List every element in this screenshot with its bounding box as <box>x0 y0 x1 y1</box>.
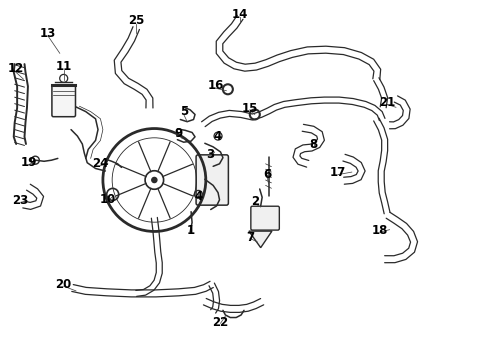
Text: 21: 21 <box>379 96 395 109</box>
Text: 1: 1 <box>187 224 195 237</box>
Text: 24: 24 <box>92 157 109 170</box>
Text: 10: 10 <box>99 193 116 206</box>
Text: 11: 11 <box>55 60 72 73</box>
Text: 4: 4 <box>214 130 222 143</box>
Text: 13: 13 <box>40 27 56 40</box>
Text: 15: 15 <box>242 102 258 114</box>
Text: 3: 3 <box>207 148 215 161</box>
Text: 14: 14 <box>232 8 248 21</box>
Text: 6: 6 <box>263 168 271 181</box>
Text: 12: 12 <box>7 62 24 75</box>
Text: 2: 2 <box>251 195 259 208</box>
Text: 7: 7 <box>246 231 254 244</box>
Text: 9: 9 <box>175 127 183 140</box>
Text: 22: 22 <box>212 316 229 329</box>
Circle shape <box>152 177 157 183</box>
Text: 18: 18 <box>371 224 388 237</box>
FancyBboxPatch shape <box>52 85 75 117</box>
Text: 19: 19 <box>20 156 37 169</box>
Text: 4: 4 <box>195 190 202 203</box>
Text: 20: 20 <box>55 278 72 291</box>
Text: 16: 16 <box>207 79 224 92</box>
Text: 17: 17 <box>330 166 346 179</box>
FancyBboxPatch shape <box>251 206 279 230</box>
Text: 8: 8 <box>310 138 318 150</box>
Text: 5: 5 <box>180 105 188 118</box>
Text: 23: 23 <box>12 194 29 207</box>
Polygon shape <box>249 231 272 248</box>
Text: 25: 25 <box>128 14 145 27</box>
FancyBboxPatch shape <box>196 155 228 205</box>
